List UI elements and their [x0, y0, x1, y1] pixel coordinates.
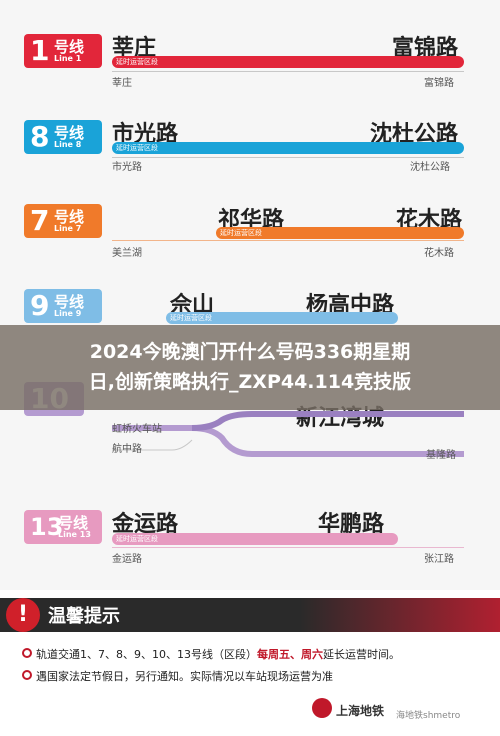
notice-panel: ! 温馨提示 轨道交通1、7、8、9、10、13号线（区段）每周五、周六延长运营…	[0, 590, 500, 736]
overlay-line-1: 2024今晚澳门开什么号码336期星期	[89, 341, 411, 363]
small-left-station: 美兰湖	[112, 248, 142, 259]
line-8-row: 8 号线 Line 8 市光路 沈杜公路 延时运营区段 市光路 沈杜公路	[0, 116, 500, 206]
metro-logo-text: 上海地铁	[336, 704, 385, 718]
warning-icon: !	[6, 598, 40, 632]
extended-section-bar	[112, 56, 464, 68]
line-guide	[112, 71, 464, 72]
line-13-badge: 13 号线 Line 13	[24, 510, 102, 544]
line-number: 1	[30, 34, 50, 67]
small-right-station: 基隆路	[426, 450, 456, 461]
small-left-station-2: 航中路	[112, 444, 142, 455]
extended-section-bar	[112, 533, 398, 545]
line-1-badge: 1 号线 Line 1	[24, 34, 102, 68]
line-8-badge: 8 号线 Line 8	[24, 120, 102, 154]
notice-item-1-suffix: 延长运营时间。	[323, 648, 400, 661]
line-english: Line 13	[58, 530, 91, 539]
small-left-station: 金运路	[112, 554, 142, 565]
line-number: 7	[30, 204, 50, 237]
line-number: 8	[30, 120, 50, 153]
notice-header: ! 温馨提示	[0, 598, 500, 632]
bar-label: 延时运营区段	[170, 314, 212, 322]
notice-item-2: 遇国家法定节假日，另行通知。实际情况以车站现场运营为准	[36, 670, 333, 683]
line-suffix: 号线	[58, 514, 89, 532]
line-guide	[112, 157, 464, 158]
line-english: Line 1	[54, 54, 82, 63]
line-number: 9	[30, 289, 50, 322]
line-english: Line 9	[54, 309, 82, 318]
watermark: 海地铁shmetro	[396, 711, 461, 721]
small-left-station: 虹桥火车站	[112, 424, 162, 435]
bullet-icon	[22, 648, 32, 658]
line-1-row: 1 号线 Line 1 莘庄 富锦路 延时运营区段 莘庄 富锦路	[0, 30, 500, 120]
small-right-station: 张江路	[424, 554, 454, 565]
extended-section-bar	[112, 142, 464, 154]
line-10-branch-graphic	[112, 411, 464, 457]
line-english: Line 8	[54, 140, 82, 149]
bar-label: 延时运营区段	[116, 144, 158, 152]
end-station: 华鹏路	[318, 511, 385, 537]
overlay-headline: 2024今晚澳门开什么号码336期星期 日,创新策略执行_ZXP44.114竞技…	[0, 325, 500, 410]
notice-item-1: 轨道交通1、7、8、9、10、13号线（区段）每周五、周六延长运营时间。	[36, 646, 400, 662]
line-english: Line 7	[54, 224, 82, 233]
line-guide	[112, 240, 464, 241]
start-station: 金运路	[112, 511, 179, 537]
bar-label: 延时运营区段	[116, 58, 158, 66]
notice-title: 温馨提示	[48, 606, 120, 627]
line-suffix: 号线	[54, 293, 85, 311]
small-right-station: 沈杜公路	[410, 162, 450, 173]
extended-section-bar	[166, 312, 398, 324]
shanghai-metro-logo-icon	[312, 698, 332, 718]
line-guide	[112, 547, 464, 548]
extended-section-bar	[216, 227, 464, 239]
line-suffix: 号线	[54, 38, 85, 56]
bullet-icon	[22, 670, 32, 680]
line-suffix: 号线	[54, 208, 85, 226]
line-suffix: 号线	[54, 124, 85, 142]
line-13-row: 13 号线 Line 13 金运路 华鹏路 延时运营区段 金运路 张江路	[0, 506, 500, 596]
notice-item-1-prefix: 轨道交通1、7、8、9、10、13号线（区段）	[36, 648, 257, 661]
small-left-station: 莘庄	[112, 78, 132, 89]
small-left-station: 市光路	[112, 162, 142, 173]
small-right-station: 花木路	[424, 248, 454, 259]
notice-item-1-days: 每周五、周六	[257, 648, 323, 661]
bar-label: 延时运营区段	[220, 229, 262, 237]
line-9-badge: 9 号线 Line 9	[24, 289, 102, 323]
line-7-badge: 7 号线 Line 7	[24, 204, 102, 238]
overlay-line-2: 日,创新策略执行_ZXP44.114竞技版	[88, 371, 412, 393]
line-9-row: 9 号线 Line 9 佘山 杨高中路 延时运营区段	[0, 285, 500, 375]
line-number: 13	[30, 513, 64, 541]
small-right-station: 富锦路	[424, 78, 454, 89]
bar-label: 延时运营区段	[116, 535, 158, 543]
line-7-row: 7 号线 Line 7 祁华路 花木路 延时运营区段 美兰湖 花木路	[0, 200, 500, 290]
